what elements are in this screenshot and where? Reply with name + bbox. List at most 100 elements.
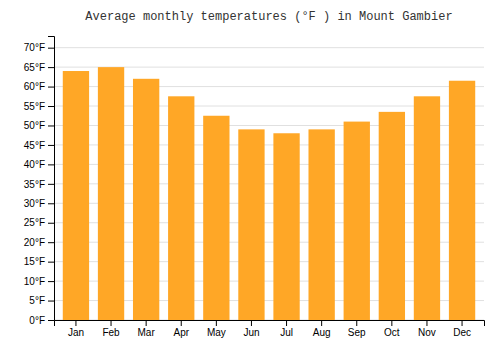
- y-tick-mark: [48, 281, 54, 282]
- grid: [54, 48, 484, 320]
- x-tick-label: Sep: [348, 327, 366, 338]
- bar: [344, 122, 370, 320]
- x-tick-mark: [462, 320, 463, 326]
- x-tick-mark: [181, 320, 182, 326]
- x-tick-label: Dec: [453, 327, 471, 338]
- bar: [98, 67, 124, 320]
- x-tick: Jul: [280, 320, 293, 338]
- x-tick-label: Oct: [384, 327, 400, 338]
- x-tick-mark: [426, 320, 427, 326]
- x-tick-mark: [146, 320, 147, 326]
- y-tick: 25°F: [24, 217, 54, 228]
- x-tick: Feb: [102, 320, 120, 338]
- y-tick-mark: [48, 184, 54, 185]
- x-tick: Sep: [348, 320, 366, 338]
- x-axis: Jan Feb Mar Apr May Jun Jul Aug Sep Oct Nov Dec: [55, 320, 485, 338]
- y-tick: 45°F: [24, 140, 54, 151]
- x-tick: May: [207, 320, 226, 338]
- y-tick: 60°F: [24, 81, 54, 92]
- x-tick-mark: [286, 320, 287, 326]
- x-tick-mark: [75, 320, 76, 326]
- y-tick-mark: [48, 203, 54, 204]
- x-tick-label: Jul: [280, 327, 293, 338]
- y-tick: 20°F: [24, 237, 54, 248]
- plot: 0°F 5°F 10°F 15°F 20°F 25°F 30°F 35°F 40°F 45°F 50…: [24, 37, 485, 339]
- bar: [308, 129, 334, 320]
- y-tick-label: 55°F: [24, 101, 45, 112]
- x-tick: Nov: [418, 320, 436, 338]
- y-tick: 30°F: [24, 198, 54, 209]
- bar: [238, 129, 264, 320]
- y-tick-label: 25°F: [24, 217, 45, 228]
- y-tick-mark: [48, 48, 54, 49]
- y-tick-label: 5°F: [29, 295, 45, 306]
- x-tick-mark: [356, 320, 357, 326]
- y-tick-label: 0°F: [29, 315, 45, 326]
- y-tick-label: 35°F: [24, 179, 45, 190]
- x-tick-mark: [251, 320, 252, 326]
- title: Average monthly temperatures (°F ) in Mo…: [85, 10, 452, 24]
- y-tick-label: 40°F: [24, 159, 45, 170]
- bar: [379, 112, 405, 320]
- y-axis-line: [48, 37, 55, 321]
- y-tick-mark: [48, 87, 54, 88]
- y-tick: 15°F: [24, 256, 54, 267]
- y-axis: 0°F 5°F 10°F 15°F 20°F 25°F 30°F 35°F 40°F 45°F 50…: [24, 37, 55, 326]
- y-tick-mark: [48, 106, 54, 107]
- y-tick-label: 50°F: [24, 120, 45, 131]
- grid-line: [54, 47, 484, 48]
- x-tick-label: Aug: [313, 327, 331, 338]
- y-tick-mark: [48, 242, 54, 243]
- x-tick-mark: [111, 320, 112, 326]
- y-tick-label: 10°F: [24, 276, 45, 287]
- y-tick-mark: [48, 67, 54, 68]
- y-tick: 5°F: [29, 295, 54, 306]
- x-tick: Jun: [243, 320, 259, 338]
- bar: [133, 79, 159, 320]
- bar: [168, 96, 194, 320]
- bar: [414, 96, 440, 320]
- x-tick-mark: [216, 320, 217, 326]
- x-tick-label: Nov: [418, 327, 436, 338]
- y-tick: 65°F: [24, 62, 54, 73]
- x-tick-label: Jan: [68, 327, 84, 338]
- bar: [449, 81, 475, 320]
- y-tick: 35°F: [24, 179, 54, 190]
- x-tick-label: Apr: [173, 327, 189, 338]
- y-tick-label: 65°F: [24, 62, 45, 73]
- x-tick: Oct: [384, 320, 400, 338]
- x-tick: Apr: [173, 320, 189, 338]
- y-tick-label: 15°F: [24, 256, 45, 267]
- bars: [63, 67, 475, 320]
- x-tick-label: Feb: [102, 327, 120, 338]
- x-tick-mark: [391, 320, 392, 326]
- x-tick: Mar: [138, 320, 156, 338]
- y-tick: 55°F: [24, 101, 54, 112]
- chart: 0°F 5°F 10°F 15°F 20°F 25°F 30°F 35°F 40°F 45°F 50…: [0, 0, 500, 350]
- x-tick-label: May: [207, 327, 226, 338]
- y-tick-mark: [48, 145, 54, 146]
- x-tick-label: Mar: [138, 327, 156, 338]
- x-tick-mark: [321, 320, 322, 326]
- y-tick-mark: [48, 125, 54, 126]
- y-tick-mark: [48, 262, 54, 263]
- bar: [203, 116, 229, 320]
- y-tick: 70°F: [24, 42, 54, 53]
- y-tick-mark: [48, 164, 54, 165]
- x-tick: Jan: [68, 320, 84, 338]
- x-axis-line: [55, 321, 485, 327]
- y-tick: 50°F: [24, 120, 54, 131]
- x-tick: Dec: [453, 320, 471, 338]
- y-tick: 0°F: [29, 315, 54, 326]
- y-tick-mark: [48, 301, 54, 302]
- y-tick-label: 20°F: [24, 237, 45, 248]
- bar: [273, 133, 299, 320]
- y-tick-mark: [48, 223, 54, 224]
- y-tick-mark: [48, 320, 54, 321]
- x-tick: Aug: [313, 320, 331, 338]
- y-tick: 10°F: [24, 276, 54, 287]
- y-tick: 40°F: [24, 159, 54, 170]
- y-tick-label: 30°F: [24, 198, 45, 209]
- y-tick-label: 60°F: [24, 81, 45, 92]
- x-tick-label: Jun: [243, 327, 259, 338]
